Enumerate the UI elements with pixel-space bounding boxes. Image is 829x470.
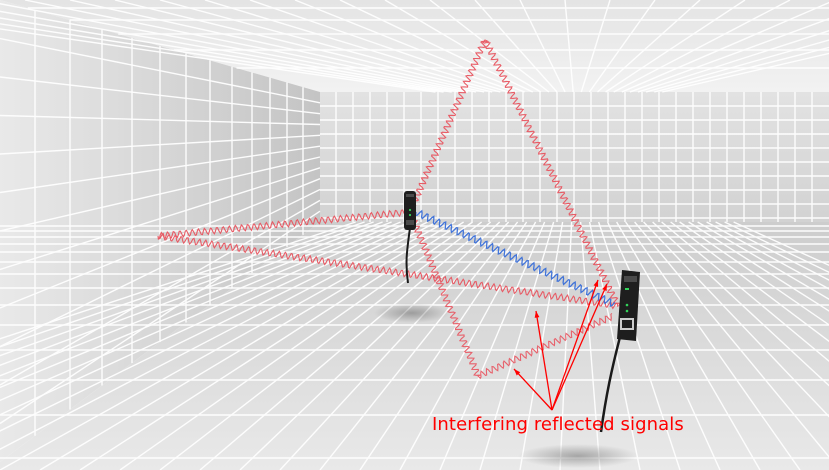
grid-line (0, 188, 321, 348)
grid-line (119, 221, 474, 470)
grid-line (733, 221, 829, 267)
grid-line (697, 221, 829, 300)
grid-line (319, 221, 519, 470)
grid-line (621, 1, 829, 93)
grid-line (654, 46, 829, 93)
grid-line (645, 39, 829, 93)
grid-line (0, 76, 321, 115)
annotation-arrowhead (602, 284, 607, 291)
grid-line (637, 30, 829, 93)
grid-line (39, 221, 455, 470)
grid-line (519, 0, 566, 93)
sensor-device-icon (404, 191, 416, 284)
grid-line (159, 0, 501, 93)
left-device-shadow (374, 303, 450, 323)
grid-line (613, 0, 791, 93)
grid-line (199, 221, 492, 470)
grid-line (24, 0, 477, 93)
grid-line (606, 221, 721, 470)
annotation-arrow (551, 283, 608, 411)
grid-line (0, 145, 321, 194)
grid-line (559, 221, 573, 470)
grid-line (0, 114, 321, 126)
grid-line (0, 3, 469, 93)
grid-line (279, 221, 510, 470)
grid-line (652, 221, 829, 387)
grid-line (0, 221, 392, 377)
grid-line (479, 221, 555, 470)
grid-line (0, 23, 444, 93)
grid-line (0, 17, 452, 93)
grid-line (0, 221, 419, 416)
interfering-signals-caption: Interfering reflected signals (432, 414, 684, 435)
grid-line (0, 221, 428, 432)
sensor-device-icon (599, 270, 640, 433)
annotation-arrow (513, 368, 553, 411)
grid-line (0, 221, 410, 402)
grid-line (384, 0, 542, 93)
grid-line (580, 0, 611, 93)
grid-line (662, 52, 829, 93)
grid-line (0, 37, 321, 104)
grid-line (0, 221, 437, 450)
signal-wave (414, 209, 616, 308)
grid-line (294, 0, 525, 93)
grid-line (359, 221, 528, 470)
grid-line (69, 0, 485, 93)
grid-line (79, 221, 465, 470)
grid-line (0, 221, 356, 340)
grid-line (0, 221, 383, 366)
grid-line (588, 221, 641, 470)
grid-line (0, 156, 321, 232)
grid-line (670, 221, 829, 343)
annotation-arrow (551, 279, 599, 411)
grid-line (625, 221, 801, 470)
grid-line (474, 0, 558, 93)
grid-line (429, 0, 550, 93)
annotation-arrows (513, 279, 608, 411)
grid-line (0, 28, 436, 93)
grid-line (204, 0, 509, 93)
signal-waves (157, 39, 622, 380)
grid-line (588, 0, 656, 93)
grid-line (597, 0, 701, 93)
grid-line (249, 0, 517, 93)
annotation-arrowhead (514, 369, 521, 376)
grid-line (564, 0, 574, 93)
grid-line (706, 221, 829, 290)
grid-line (0, 221, 374, 357)
grid-line (0, 10, 460, 93)
grid-line (679, 221, 829, 326)
grid-line (643, 221, 829, 418)
grid-line (439, 221, 546, 470)
grid-line (616, 221, 761, 470)
signal-wave (406, 211, 613, 380)
grid-line (0, 221, 446, 470)
annotation-arrowhead (593, 280, 599, 287)
signal-wave (157, 208, 619, 310)
signal-wave (408, 39, 622, 307)
grid-line (715, 221, 829, 281)
grid-line (688, 221, 829, 312)
grid-line (0, 134, 321, 155)
grid-line (114, 0, 493, 93)
right-device-shadow (518, 444, 638, 468)
annotation-arrow (535, 310, 553, 411)
grid-line (0, 210, 321, 425)
grid-line (159, 221, 483, 470)
grid-line (0, 221, 401, 389)
grid-line (724, 221, 829, 274)
grid-line (597, 221, 681, 470)
grid-line (634, 221, 829, 458)
annotation-arrowhead (534, 311, 540, 318)
grid-line (605, 0, 746, 93)
grid-line (661, 221, 829, 363)
grid-line (239, 221, 501, 470)
grid-line (579, 221, 601, 470)
grid-line (0, 221, 365, 348)
grid-line (629, 18, 829, 93)
